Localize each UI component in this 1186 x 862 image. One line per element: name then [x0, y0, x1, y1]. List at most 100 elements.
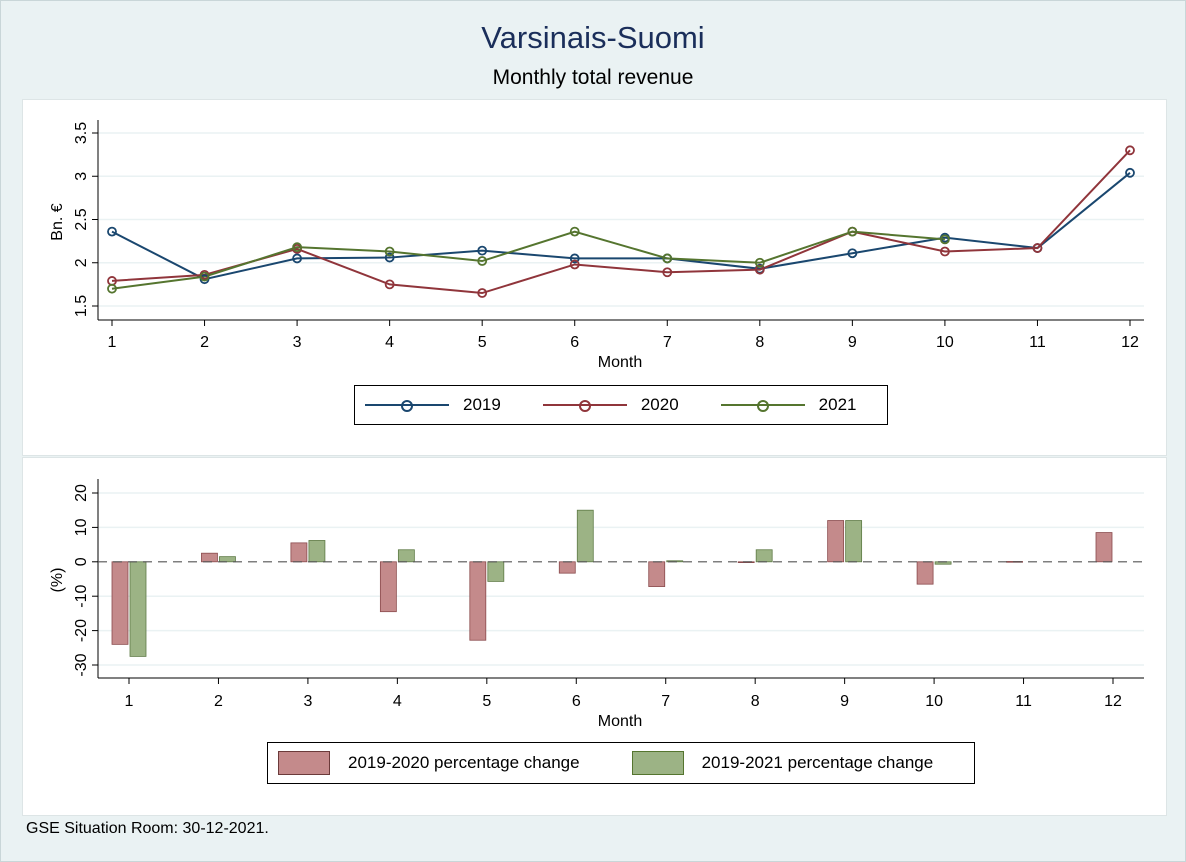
bar-x-tick-label: 5	[482, 693, 491, 710]
line-y-tick-label: 3	[73, 172, 90, 181]
line-x-tick-label: 1	[108, 334, 117, 351]
line-x-tick-label: 6	[570, 334, 579, 351]
bar-y-tick-label: 0	[73, 557, 90, 566]
line-point-2019	[384, 252, 395, 263]
legend-label-2020: 2020	[640, 395, 679, 414]
line-point-2021	[107, 283, 117, 294]
line-y-tick-label: 2.5	[73, 208, 90, 230]
line-point-2020	[477, 288, 488, 298]
line-y-tick-label: 2	[73, 258, 90, 267]
legend-label-change-2021: 2019-2021 percentage change	[701, 753, 934, 772]
bar-x-tick-label: 11	[1015, 693, 1032, 710]
line-series-2019	[111, 172, 1131, 281]
line-x-tick-label: 9	[848, 334, 857, 351]
bar-x-axis-title: Month	[598, 713, 642, 730]
line-x-axis-title: Month	[598, 354, 642, 371]
line-point-2021	[384, 246, 395, 257]
legend-swatch-2019	[365, 399, 449, 412]
line-point-2019	[107, 226, 117, 237]
bar-y-tick-label: -10	[73, 585, 90, 608]
line-x-tick-label: 3	[293, 334, 302, 351]
legend-item-change-2021: 2019-2021 percentage change	[631, 751, 934, 775]
line-x-tick-label: 8	[755, 334, 764, 351]
bar-x-tick-label: 10	[925, 693, 943, 710]
bar-2019-2020	[916, 561, 934, 585]
bar-y-tick-label: -30	[73, 653, 90, 676]
line-point-2019	[569, 253, 580, 264]
line-point-2019	[847, 248, 858, 259]
bar-2019-2021	[487, 561, 505, 582]
chart-subtitle: Monthly total revenue	[492, 66, 694, 89]
bar-2019-2020	[201, 552, 218, 563]
line-point-2020	[384, 279, 395, 290]
bar-x-tick-label: 2	[214, 693, 223, 710]
line-point-2021	[940, 234, 950, 245]
line-x-tick-label: 12	[1121, 334, 1139, 351]
legend-label-2019: 2019	[463, 395, 501, 414]
line-point-2020	[1032, 243, 1043, 253]
bar-2019-2021	[397, 549, 415, 563]
line-point-2021	[292, 242, 302, 253]
bar-y-axis-title: (%)	[49, 568, 66, 593]
bar-x-tick-label: 1	[125, 693, 134, 710]
line-x-tick-label: 11	[1029, 334, 1046, 351]
line-point-2020	[662, 267, 673, 278]
line-x-tick-label: 5	[478, 334, 487, 351]
bar-2019-2020	[827, 520, 845, 563]
bar-y-tick-label: 10	[73, 518, 90, 536]
source-note: GSE Situation Room: 30-12-2021.	[26, 820, 269, 837]
line-point-2021	[754, 257, 765, 268]
bar-2019-2020	[290, 542, 308, 563]
bar-2019-2020	[648, 561, 666, 587]
bar-2019-2021	[308, 540, 326, 563]
legend-swatch-2021	[720, 399, 805, 412]
bar-x-tick-label: 7	[661, 693, 670, 710]
bar-x-tick-label: 4	[393, 693, 402, 710]
line-point-2019	[1125, 167, 1135, 178]
line-chart-legend: 2019 2020 2021	[354, 385, 888, 425]
line-point-2019	[292, 253, 302, 264]
line-point-2021	[847, 226, 858, 237]
bar-x-tick-label: 6	[572, 693, 581, 710]
bar-2019-2020	[469, 561, 487, 641]
chart-title: Varsinais-Suomi	[481, 20, 705, 55]
legend-item-2021: 2021	[720, 395, 856, 415]
bar-2019-2021	[576, 509, 594, 563]
line-point-2020	[569, 259, 580, 270]
bar-y-tick-label: 20	[73, 484, 90, 502]
line-point-2021	[662, 253, 673, 264]
bar-y-tick-label: -20	[73, 619, 90, 642]
legend-swatch-change-2021	[631, 751, 684, 775]
bar-x-tick-label: 3	[303, 693, 312, 710]
bar-x-tick-label: 8	[751, 693, 760, 710]
bar-2019-2020	[379, 561, 397, 613]
bar-2019-2021	[129, 561, 147, 657]
line-x-tick-label: 4	[385, 334, 394, 351]
legend-swatch-change-2020	[278, 751, 330, 775]
line-y-axis-title: Bn. €	[49, 203, 66, 240]
line-point-2021	[569, 226, 580, 237]
bar-x-tick-label: 9	[840, 693, 849, 710]
line-y-tick-label: 3.5	[73, 122, 90, 144]
legend-item-change-2020: 2019-2020 percentage change	[278, 751, 580, 775]
line-point-2020	[754, 264, 765, 275]
bar-2019-2021	[845, 520, 863, 563]
bar-2019-2020	[111, 561, 129, 645]
line-point-2020	[940, 246, 950, 257]
line-x-tick-label: 2	[200, 334, 209, 351]
legend-label-change-2020: 2019-2020 percentage change	[348, 753, 580, 772]
bar-2019-2020	[558, 561, 576, 574]
legend-item-2020: 2020	[542, 395, 679, 415]
line-series-2021	[111, 230, 945, 290]
line-y-tick-label: 1.5	[73, 295, 90, 317]
line-x-tick-label: 10	[936, 334, 954, 351]
line-point-2021	[199, 271, 210, 282]
legend-swatch-2020	[542, 399, 627, 412]
bar-2019-2020	[1095, 532, 1113, 563]
line-point-2020	[1125, 145, 1135, 156]
line-point-2019	[477, 245, 488, 256]
bar-2019-2021	[219, 556, 236, 563]
legend-item-2019: 2019	[365, 395, 501, 415]
bar-chart-legend: 2019-2020 percentage change 2019-2021 pe…	[267, 742, 975, 784]
